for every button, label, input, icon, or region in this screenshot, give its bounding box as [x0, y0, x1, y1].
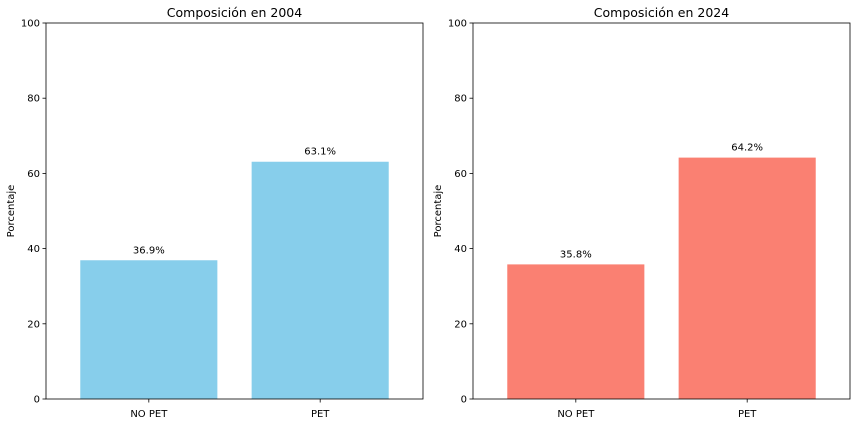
data-label: 36.9%	[133, 245, 165, 256]
y-tick-label: 0	[34, 395, 40, 406]
data-label: 35.8%	[560, 249, 592, 260]
y-tick-label: 20	[27, 319, 40, 330]
y-tick-label: 100	[448, 19, 467, 30]
plot-frame	[472, 22, 851, 400]
y-tick-label: 80	[454, 94, 467, 105]
y-axis-label: Porcentaje	[6, 185, 17, 238]
data-label: 63.1%	[304, 147, 336, 158]
data-label: 64.2%	[731, 143, 763, 154]
bar-pet	[251, 161, 389, 399]
y-tick-label: 60	[27, 169, 40, 180]
y-tick-label: 40	[454, 244, 467, 255]
chart-title: Composición en 2004	[167, 5, 302, 20]
bar-no-pet	[80, 260, 218, 399]
x-tick-label: NO PET	[130, 409, 168, 420]
x-tick-label: PET	[738, 409, 757, 420]
y-tick-label: 100	[21, 19, 40, 30]
y-tick-label: 60	[454, 169, 467, 180]
x-tick-label: NO PET	[557, 409, 595, 420]
y-tick-label: 80	[27, 94, 40, 105]
y-axis-label: Porcentaje	[433, 185, 444, 238]
chart-title: Composición en 2024	[594, 5, 729, 20]
plot-frame	[45, 22, 424, 400]
y-tick-label: 0	[461, 395, 467, 406]
bar-no-pet	[507, 264, 645, 399]
y-tick-label: 40	[27, 244, 40, 255]
bar-pet	[678, 157, 816, 399]
y-tick-label: 20	[454, 319, 467, 330]
x-tick-label: PET	[311, 409, 330, 420]
